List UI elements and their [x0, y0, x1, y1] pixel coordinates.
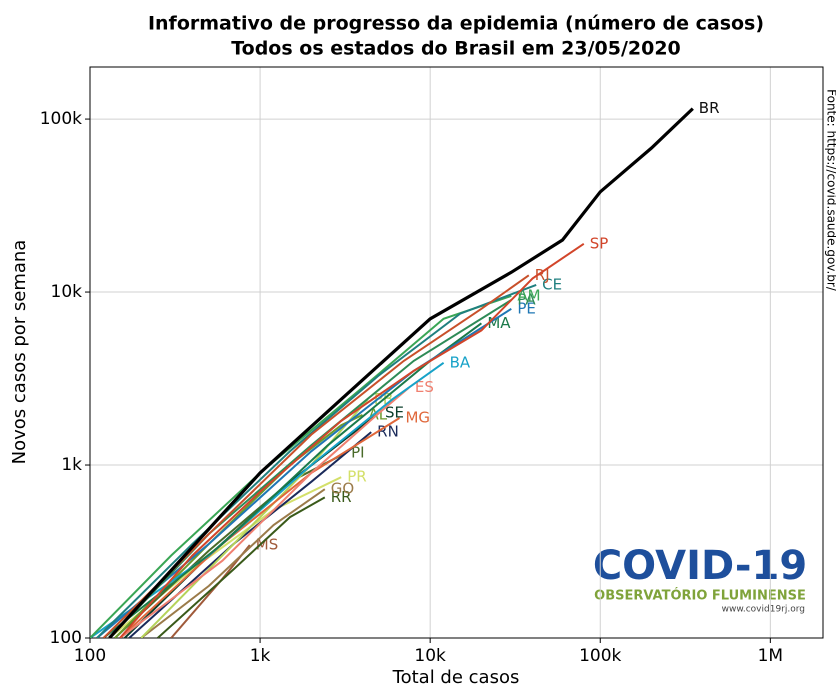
- series-line: [120, 244, 584, 638]
- series-label: PR: [347, 468, 366, 486]
- x-axis-label: Total de casos: [392, 667, 520, 688]
- series-label: MG: [405, 409, 430, 427]
- series-line: [129, 432, 371, 638]
- logo-title: COVID-19: [593, 543, 807, 589]
- y-tick-label: 1k: [61, 455, 82, 475]
- x-tick-label: 1M: [758, 646, 783, 666]
- y-tick-label: 10k: [51, 282, 83, 302]
- y-axis-label: Novos casos por semana: [9, 240, 30, 465]
- x-tick-label: 10k: [414, 646, 446, 666]
- logo-url: www.covid19rj.org: [722, 605, 805, 615]
- source: Fonte: https://covid.saude.gov.br/: [825, 89, 836, 292]
- x-tick-label: 100k: [579, 646, 621, 666]
- y-tick-label: 100: [50, 628, 82, 648]
- y-tick-label: 100k: [40, 109, 82, 129]
- chart-subtitle: Todos os estados do Brasil em 23/05/2020: [231, 38, 681, 60]
- chart-title: Informativo de progresso da epidemia (nú…: [148, 13, 764, 35]
- x-tick-label: 1k: [250, 646, 271, 666]
- series-label: SP: [590, 234, 609, 252]
- series-label: BA: [450, 353, 471, 371]
- series-label: BR: [699, 99, 720, 117]
- x-tick-label: 100: [74, 646, 106, 666]
- logo-subtitle: OBSERVATÓRIO FLUMINENSE: [594, 588, 806, 604]
